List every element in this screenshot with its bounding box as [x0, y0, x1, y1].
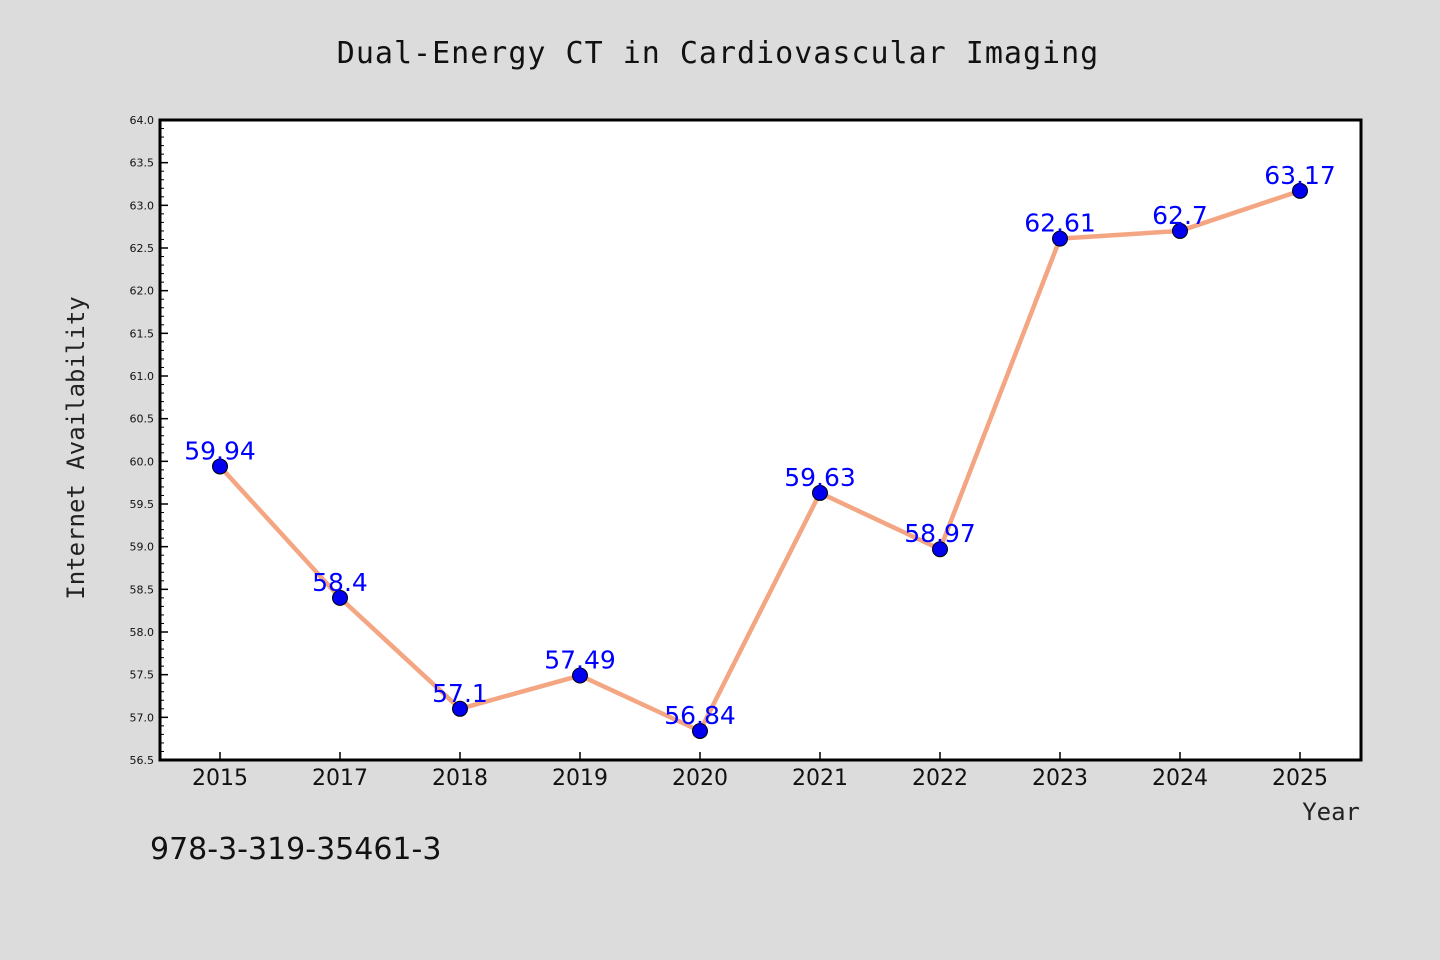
y-tick-label: 60.5: [130, 413, 155, 426]
y-tick-label: 58.0: [130, 626, 155, 639]
data-label: 62.7: [1152, 201, 1208, 230]
y-tick-label: 61.5: [130, 327, 155, 340]
plot-frame: [158, 118, 1363, 762]
y-tick-label: 59.5: [130, 498, 155, 511]
data-label: 58.97: [904, 519, 976, 548]
y-axis-label: Internet Availability: [62, 296, 90, 599]
data-label: 59.94: [184, 436, 256, 465]
y-tick-label: 63.5: [130, 157, 155, 170]
data-point: [812, 484, 828, 501]
x-tick-label: 2023: [1032, 766, 1088, 791]
y-tick-label: 57.0: [130, 711, 155, 724]
x-axis-label: Year: [1302, 798, 1360, 826]
plot-area: [160, 120, 1361, 760]
data-point: [572, 667, 588, 684]
data-label: 62.61: [1024, 209, 1096, 238]
y-tick-label: 58.5: [130, 583, 155, 596]
chart-title: Dual-Energy CT in Cardiovascular Imaging: [337, 36, 1099, 71]
x-tick-label: 2024: [1152, 766, 1208, 791]
y-tick-label: 64.0: [130, 114, 155, 127]
y-axis-ticks: 56.5 57.0 57.5 58.0 58.5 59.0 59.5 60.0 60.5 61.0…: [130, 114, 168, 767]
data-point: [932, 541, 948, 558]
y-tick-label: 63.0: [130, 199, 155, 212]
y-tick-label: 62.0: [130, 285, 155, 298]
data-point: [1292, 182, 1308, 199]
y-tick-label: 61.0: [130, 370, 155, 383]
series-group: [217, 188, 1303, 734]
data-label: 63.17: [1264, 161, 1336, 190]
data-label: 58.4: [312, 568, 368, 597]
x-tick-label: 2018: [432, 766, 488, 791]
isbn-footer: 978-3-319-35461-3: [150, 832, 442, 867]
y-tick-label: 60.0: [130, 455, 155, 468]
x-tick-label: 2021: [792, 766, 848, 791]
y-tick-label: 56.5: [130, 754, 155, 767]
x-tick-label: 2015: [192, 766, 248, 791]
data-label: 56.84: [664, 701, 736, 730]
data-label: 59.63: [784, 463, 856, 492]
data-point: [1172, 222, 1188, 239]
data-label: 57.49: [544, 646, 616, 675]
data-point: [212, 458, 228, 475]
y-tick-label: 59.0: [130, 541, 155, 554]
x-tick-label: 2020: [672, 766, 728, 791]
x-tick-label: 2022: [912, 766, 968, 791]
x-tick-label: 2025: [1272, 766, 1328, 791]
y-tick-label: 62.5: [130, 242, 155, 255]
data-point: [332, 589, 348, 606]
data-point: [692, 722, 708, 739]
markers-group: [212, 182, 1308, 739]
x-tick-label: 2019: [552, 766, 608, 791]
data-labels-group: 59.94 58.4 57.1 57.49 56.84 59.63 58.97 62.61 62…: [184, 161, 1336, 730]
x-tick-label: 2017: [312, 766, 368, 791]
y-tick-label: 57.5: [130, 669, 155, 682]
data-point: [452, 700, 468, 717]
data-label: 57.1: [432, 679, 488, 708]
data-point: [1052, 230, 1068, 247]
series-line: [217, 188, 1303, 734]
